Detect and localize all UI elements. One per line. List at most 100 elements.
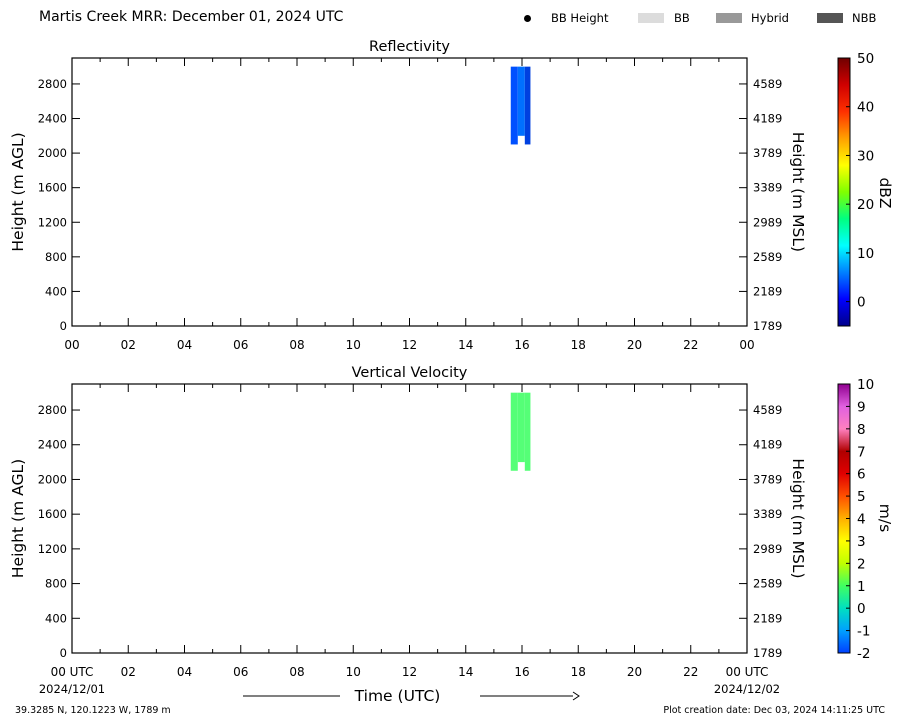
colorbar-tick-label: 2 xyxy=(857,556,866,572)
y-tick-label: 1200 xyxy=(38,215,67,229)
x-tick-label: 08 xyxy=(289,665,304,679)
y-tick-label-right: 3789 xyxy=(753,146,782,160)
y-tick-label-right: 1789 xyxy=(753,319,782,333)
y-tick-label-right: 2189 xyxy=(753,611,782,625)
y-tick-label-right: 2589 xyxy=(753,577,782,591)
y-tick-label-right: 4189 xyxy=(753,438,782,452)
x-tick-label: 16 xyxy=(514,665,529,679)
y-tick-label: 800 xyxy=(45,577,67,591)
arrow-head-icon xyxy=(572,691,580,701)
y-tick-label-right: 3789 xyxy=(753,472,782,486)
x-tick-label: 18 xyxy=(571,665,586,679)
y-tick-label-right: 4589 xyxy=(753,77,782,91)
colorbar-tick-label: 8 xyxy=(857,422,866,438)
colorbar-tick-label: -2 xyxy=(857,646,870,662)
colorbar-tick-label: 7 xyxy=(857,444,866,460)
nbb-legend-swatch xyxy=(817,13,843,23)
y-tick-label-right: 2589 xyxy=(753,250,782,264)
x-axis-label: Time (UTC) xyxy=(354,687,441,705)
x-tick-label: 10 xyxy=(346,338,361,352)
x-tick-label: 12 xyxy=(402,665,417,679)
x-date-label: 2024/12/01 xyxy=(39,682,105,696)
echo-region-1-0 xyxy=(510,392,518,471)
x-tick-label: 22 xyxy=(683,338,698,352)
colorbar xyxy=(837,57,851,327)
y-tick-label: 2000 xyxy=(38,146,67,160)
colorbar-tick-label: 10 xyxy=(857,246,874,262)
x-tick-label: 12 xyxy=(402,338,417,352)
y-axis-label: Height (m AGL) xyxy=(9,132,27,251)
y-tick-label-right: 4589 xyxy=(753,403,782,417)
plot-frame-0 xyxy=(71,57,748,327)
x-tick-label: 04 xyxy=(177,338,192,352)
hybrid-legend-label: Hybrid xyxy=(751,11,789,25)
x-tick-label: 02 xyxy=(121,665,136,679)
x-tick-label: 00 UTC xyxy=(51,665,94,679)
y-tick-label-right: 4189 xyxy=(753,112,782,126)
y-tick-label: 400 xyxy=(45,284,67,298)
panel-title: Reflectivity xyxy=(369,39,450,55)
x-tick-label: 04 xyxy=(177,665,192,679)
y-tick-label: 1200 xyxy=(38,542,67,556)
colorbar-tick-label: 9 xyxy=(857,399,866,415)
y-tick-label: 400 xyxy=(45,611,67,625)
y-tick-label: 0 xyxy=(60,319,67,333)
y-tick-label: 2000 xyxy=(38,472,67,486)
y-tick-label-right: 2989 xyxy=(753,542,782,556)
hybrid-legend-swatch xyxy=(716,13,742,23)
panel-title: Vertical Velocity xyxy=(352,365,468,381)
y-axis-label-right: Height (m MSL) xyxy=(789,458,807,578)
y-tick-label: 1600 xyxy=(38,181,67,195)
echo-region-0-0 xyxy=(510,66,518,145)
page-title: Martis Creek MRR: December 01, 2024 UTC xyxy=(39,9,344,25)
colorbar-tick-label: 10 xyxy=(857,377,874,393)
colorbar-tick-label: 50 xyxy=(857,51,874,67)
colorbar-tick-label: 5 xyxy=(857,489,866,505)
y-axis-label-right: Height (m MSL) xyxy=(789,132,807,252)
x-tick-label: 22 xyxy=(683,665,698,679)
x-tick-label: 14 xyxy=(458,665,473,679)
colorbar-tick-label: 4 xyxy=(857,512,866,528)
plot-frame-1 xyxy=(71,383,748,654)
creation-date-text: Plot creation date: Dec 03, 2024 14:11:2… xyxy=(663,705,885,716)
colorbar-tick-label: 3 xyxy=(857,534,866,550)
y-tick-label-right: 1789 xyxy=(753,646,782,660)
x-date-label: 2024/12/02 xyxy=(714,682,780,696)
y-tick-label: 800 xyxy=(45,250,67,264)
y-tick-label: 2400 xyxy=(38,438,67,452)
colorbar-tick-label: 40 xyxy=(857,100,874,116)
x-tick-label: 00 xyxy=(64,338,79,352)
x-tick-label: 02 xyxy=(121,338,136,352)
location-text: 39.3285 N, 120.1223 W, 1789 m xyxy=(15,705,171,716)
y-tick-label: 1600 xyxy=(38,507,67,521)
colorbar-tick-label: 0 xyxy=(857,601,866,617)
colorbar-tick-label: 1 xyxy=(857,579,866,595)
x-tick-label: 06 xyxy=(233,665,248,679)
colorbar-tick-label: 30 xyxy=(857,148,874,164)
y-tick-label: 2800 xyxy=(38,403,67,417)
y-tick-label-right: 3389 xyxy=(753,181,782,195)
y-axis-label: Height (m AGL) xyxy=(9,459,27,578)
x-tick-label: 16 xyxy=(514,338,529,352)
colorbar-tick-label: 20 xyxy=(857,197,874,213)
y-tick-label-right: 2189 xyxy=(753,284,782,298)
bb-height-legend-label: BB Height xyxy=(551,11,609,25)
colorbar-tick-label: -1 xyxy=(857,624,870,640)
y-tick-label-right: 3389 xyxy=(753,507,782,521)
bb-height-legend-marker xyxy=(524,15,531,22)
x-tick-label: 14 xyxy=(458,338,473,352)
x-tick-label: 00 xyxy=(739,338,754,352)
x-tick-label: 10 xyxy=(346,665,361,679)
echo-region-0-2 xyxy=(524,66,531,145)
y-tick-label: 2400 xyxy=(38,112,67,126)
colorbar-tick-label: 6 xyxy=(857,467,866,483)
x-tick-label: 18 xyxy=(571,338,586,352)
colorbar-label: dBZ xyxy=(876,177,894,208)
bb-legend-swatch xyxy=(638,13,664,23)
y-tick-label: 2800 xyxy=(38,77,67,91)
echo-region-1-1 xyxy=(517,392,525,463)
bb-legend-label: BB xyxy=(674,11,690,25)
echo-region-0-1 xyxy=(517,66,525,136)
x-tick-label: 20 xyxy=(627,338,642,352)
